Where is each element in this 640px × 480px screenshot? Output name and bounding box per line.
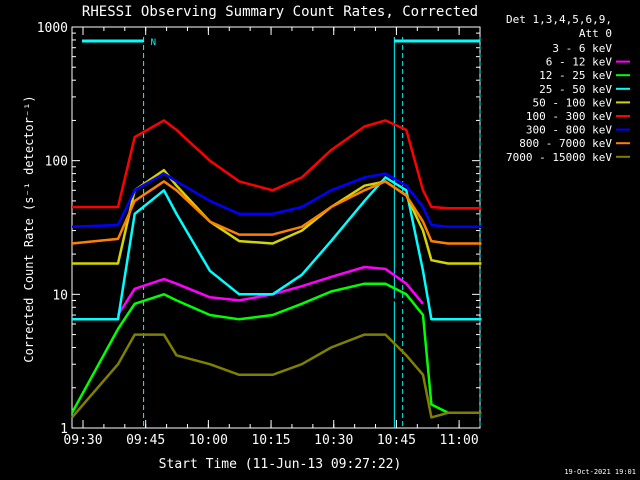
y-tick-label: 1000 [37, 21, 68, 36]
series-line [72, 119, 482, 210]
legend-entry-label: 25 - 50 keV [539, 83, 612, 96]
legend-entry-label: 800 - 7000 keV [519, 137, 612, 150]
series-line [71, 172, 482, 229]
legend-entry-label: 7000 - 15000 keV [506, 151, 612, 164]
x-tick-label: 10:15 [251, 433, 290, 448]
plot-area: 09:30 09:45 10:00 10:15 10:30 10:45 11:00 1 10 10… [37, 21, 482, 448]
y-axis-label: Corrected Count Rate (s⁻¹ detector⁻¹) [22, 95, 36, 362]
x-tick-label: 11:00 [440, 433, 479, 448]
legend-entry-label: 300 - 800 keV [526, 124, 612, 137]
x-tick-label: 10:30 [314, 433, 353, 448]
legend-entry-label: 50 - 100 keV [533, 96, 613, 109]
x-tick-label: 10:00 [189, 433, 228, 448]
series-line [70, 282, 482, 415]
legend-header-line2: Att 0 [579, 27, 612, 40]
chart-title: RHESSI Observing Summary Count Rates, Co… [82, 4, 478, 20]
x-tick-label: 09:45 [126, 433, 165, 448]
y-tick-label: 10 [52, 288, 68, 303]
y-tick-label: 100 [45, 155, 68, 170]
legend-entry-label: 12 - 25 keV [539, 69, 612, 82]
footer-timestamp: 19-Oct-2021 19:01 [564, 468, 636, 476]
legend-entry-label: 3 - 6 keV [552, 42, 612, 55]
series-line [71, 180, 482, 245]
series-line [72, 176, 482, 321]
y-tick-label: 1 [60, 422, 68, 437]
legend-header-line1: Det 1,3,4,5,6,9, [506, 13, 612, 26]
series-line [116, 293, 425, 376]
x-axis-label: Start Time (11-Jun-13 09:27:22) [159, 457, 402, 472]
legend-entry-label: 6 - 12 keV [546, 56, 613, 69]
night-label: N [151, 38, 156, 48]
series-line [71, 333, 482, 419]
series-line [72, 168, 482, 265]
x-tick-label: 10:45 [377, 433, 416, 448]
legend-entry-label: 100 - 300 keV [526, 110, 612, 123]
x-tick-label: 09:30 [63, 433, 102, 448]
